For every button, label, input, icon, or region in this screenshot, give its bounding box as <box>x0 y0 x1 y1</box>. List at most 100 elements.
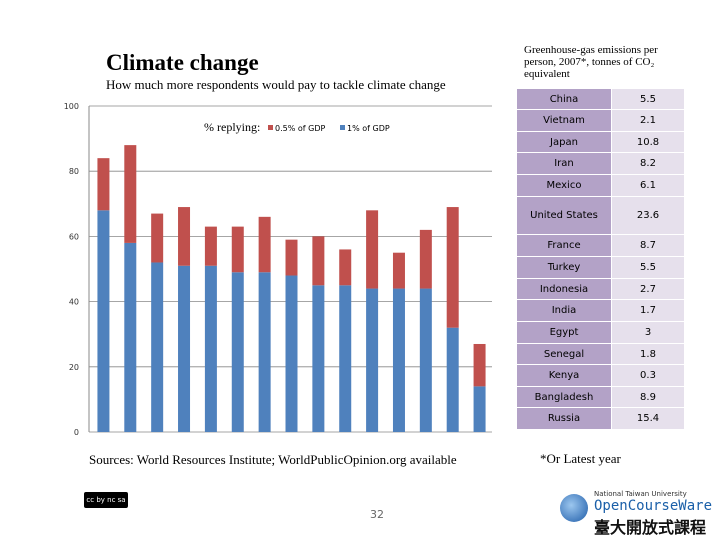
country-cell: Mexico <box>516 174 612 197</box>
creative-commons-badge: cc by nc sa <box>84 492 128 508</box>
table-row: Mexico 6.1 <box>516 174 685 197</box>
country-cell: France <box>516 234 612 257</box>
legend-label: 0.5% of GDP <box>275 124 325 133</box>
legend: % replying: 0.5% of GDP 1% of GDP <box>204 120 390 134</box>
bar-0-5-of-gdp-vietnam <box>124 145 137 243</box>
bar-0-5-of-gdp-turkey <box>285 239 298 276</box>
country-cell: United States <box>516 196 612 235</box>
bar-1-of-gdp-indonesia <box>312 285 325 432</box>
table-row: Turkey 5.5 <box>516 256 685 279</box>
country-cell: China <box>516 88 612 110</box>
table-title: Greenhouse-gas emissions per person, 200… <box>524 44 658 80</box>
table-row: India 1.7 <box>516 299 685 322</box>
table-row: Iran 8.2 <box>516 152 685 175</box>
country-cell: Bangladesh <box>516 386 612 408</box>
country-cell: Senegal <box>516 343 612 365</box>
legend-swatch <box>340 125 345 130</box>
bar-0-5-of-gdp-russia <box>473 343 486 387</box>
y-tick-label: 0 <box>74 428 79 437</box>
table-row: Russia 15.4 <box>516 407 685 430</box>
bar-1-of-gdp-france <box>258 272 271 432</box>
bar-0-5-of-gdp-china <box>97 158 110 211</box>
bar-0-5-of-gdp-iran <box>178 207 191 266</box>
value-cell: 2.7 <box>611 278 685 300</box>
bar-1-of-gdp-iran <box>178 265 191 432</box>
y-tick-label: 40 <box>69 298 79 307</box>
value-cell: 5.5 <box>611 256 685 279</box>
bar-0-5-of-gdp-united-states <box>231 226 244 273</box>
bar-0-5-of-gdp-india <box>339 249 352 286</box>
chart-subtitle: How much more respondents would pay to t… <box>106 77 446 92</box>
value-cell: 2.1 <box>611 109 685 132</box>
value-cell: 5.5 <box>611 88 685 110</box>
logo-line1: National Taiwan University <box>594 490 687 498</box>
bar-0-5-of-gdp-japan <box>151 213 164 263</box>
table-row: United States 23.6 <box>516 196 685 235</box>
cc-license-text: cc by nc sa <box>86 496 126 504</box>
bar-0-5-of-gdp-indonesia <box>312 236 325 286</box>
value-cell: 0.3 <box>611 364 685 387</box>
value-cell: 1.8 <box>611 343 685 365</box>
table-row: Kenya 0.3 <box>516 364 685 387</box>
table-row: Indonesia 2.7 <box>516 278 685 300</box>
bar-1-of-gdp-egypt <box>366 288 379 432</box>
table-row: Senegal 1.8 <box>516 343 685 365</box>
table-row: Bangladesh 8.9 <box>516 386 685 408</box>
sources-note: Sources: World Resources Institute; Worl… <box>89 452 457 467</box>
country-cell: Kenya <box>516 364 612 387</box>
footnote: *Or Latest year <box>540 451 621 466</box>
y-tick-label: 60 <box>69 232 79 241</box>
bar-0-5-of-gdp-mexico <box>204 226 217 266</box>
bar-1-of-gdp-japan <box>151 262 164 432</box>
country-cell: Japan <box>516 131 612 153</box>
country-cell: Turkey <box>516 256 612 279</box>
globe-icon <box>560 494 588 522</box>
table-row: France 8.7 <box>516 234 685 257</box>
bar-1-of-gdp-united-states <box>231 272 244 432</box>
bar-0-5-of-gdp-egypt <box>366 210 379 289</box>
bar-1-of-gdp-kenya <box>419 288 432 432</box>
logo-line2: OpenCourseWare <box>594 498 713 514</box>
value-cell: 8.9 <box>611 386 685 408</box>
slide-title: Climate change <box>106 50 259 75</box>
table-row: Vietnam 2.1 <box>516 109 685 132</box>
value-cell: 10.8 <box>611 131 685 153</box>
logo-line3: 臺大開放式課程 <box>594 520 707 537</box>
country-cell: India <box>516 299 612 322</box>
bar-1-of-gdp-senegal <box>392 288 405 432</box>
bar-1-of-gdp-russia <box>473 386 486 432</box>
table-row: Egypt 3 <box>516 321 685 344</box>
country-cell: Vietnam <box>516 109 612 132</box>
legend-label: 1% of GDP <box>347 124 390 133</box>
value-cell: 6.1 <box>611 174 685 197</box>
y-tick-label: 20 <box>69 363 79 372</box>
country-cell: Indonesia <box>516 278 612 300</box>
y-tick-label: 100 <box>64 102 79 111</box>
country-cell: Iran <box>516 152 612 175</box>
legend-swatch <box>268 125 273 130</box>
value-cell: 3 <box>611 321 685 344</box>
bar-0-5-of-gdp-senegal <box>392 252 405 289</box>
value-cell: 15.4 <box>611 407 685 430</box>
bar-1-of-gdp-bangladesh <box>446 327 459 432</box>
table-row: China 5.5 <box>516 88 685 110</box>
emissions-table: China 5.5 Vietnam 2.1 Japan 10.8 Iran 8.2 Mexico… <box>516 88 685 430</box>
country-cell: Egypt <box>516 321 612 344</box>
bar-0-5-of-gdp-france <box>258 216 271 273</box>
bar-0-5-of-gdp-kenya <box>419 229 432 289</box>
bar-1-of-gdp-turkey <box>285 275 298 432</box>
value-cell: 8.2 <box>611 152 685 175</box>
legend-prefix: % replying: <box>204 120 260 134</box>
ntu-ocw-logo: National Taiwan University OpenCourseWar… <box>556 490 716 537</box>
table-row: Japan 10.8 <box>516 131 685 153</box>
y-tick-label: 80 <box>69 167 79 176</box>
bar-1-of-gdp-vietnam <box>124 242 137 432</box>
value-cell: 8.7 <box>611 234 685 257</box>
page-number: 32 <box>370 508 384 521</box>
value-cell: 23.6 <box>611 196 685 235</box>
value-cell: 1.7 <box>611 299 685 322</box>
country-cell: Russia <box>516 407 612 430</box>
bar-1-of-gdp-china <box>97 210 110 432</box>
